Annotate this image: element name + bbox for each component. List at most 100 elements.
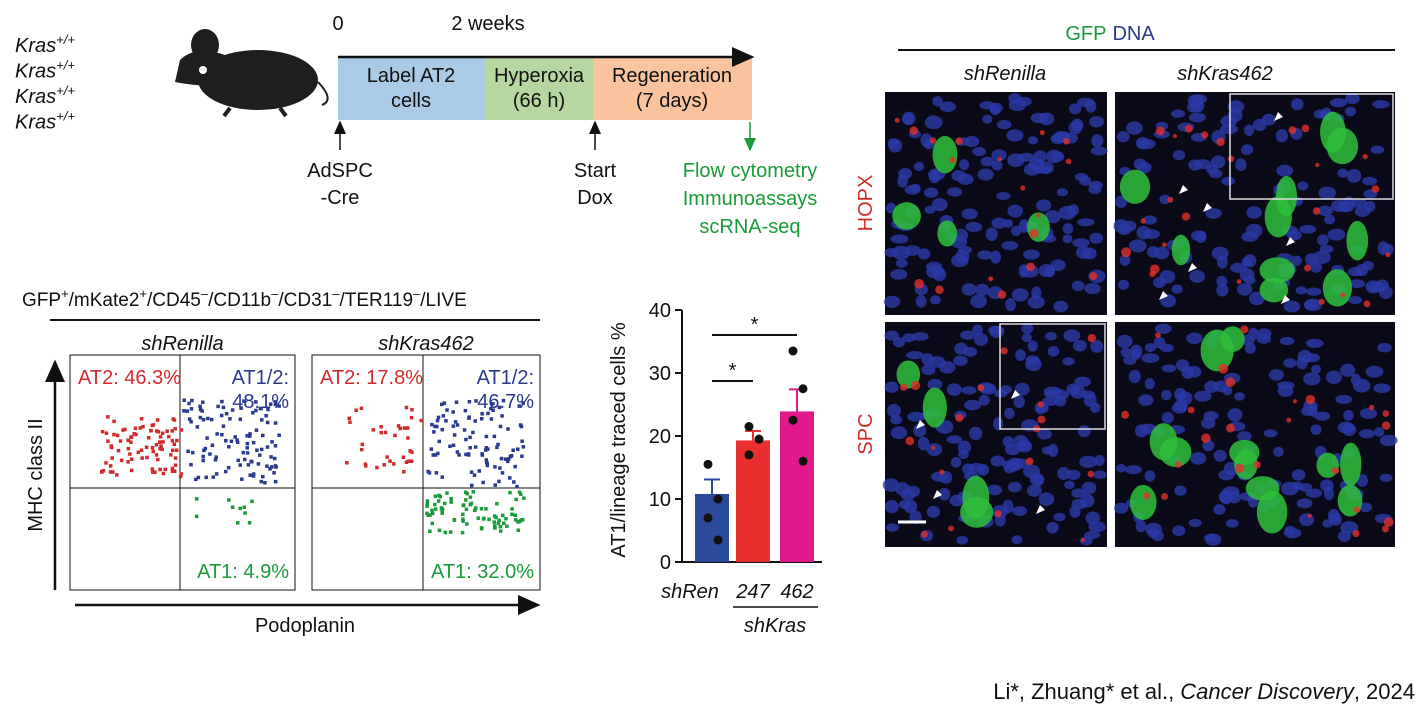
dot [430, 511, 435, 516]
plot-frame [69, 354, 296, 591]
dot [211, 475, 216, 479]
dot [273, 479, 278, 484]
dot [485, 463, 490, 468]
dot [249, 459, 253, 464]
nucleus [1093, 470, 1107, 479]
nucleus [1071, 280, 1085, 292]
dot [467, 399, 472, 404]
dot [227, 444, 231, 449]
nucleus [1299, 224, 1317, 234]
nucleus [1297, 181, 1309, 191]
arrowhead [1159, 291, 1168, 300]
dot [151, 423, 156, 427]
nucleus [1362, 260, 1374, 271]
dot [406, 459, 410, 463]
dot [473, 508, 477, 513]
nucleus [1041, 446, 1054, 455]
nucleus [890, 415, 903, 425]
dot [158, 435, 163, 439]
nucleus [1230, 262, 1248, 274]
nucleus [1146, 245, 1160, 258]
nucleus [986, 484, 1003, 496]
nucleus [1365, 280, 1382, 294]
text-part: /CD45 [147, 290, 201, 311]
nucleus [938, 487, 951, 501]
nucleus [1144, 377, 1156, 390]
nucleus [1067, 204, 1079, 216]
dot [470, 483, 474, 488]
dot [469, 501, 474, 506]
nucleus [1089, 232, 1104, 244]
marker-signal [894, 117, 900, 123]
marker-signal [1161, 493, 1169, 501]
marker-signal [1381, 421, 1391, 430]
citation-year: , 2024 [1354, 679, 1415, 704]
nucleus [1174, 485, 1187, 496]
marker-signal [1025, 457, 1034, 466]
panel-title: shKras462 [378, 333, 474, 355]
marker-signal [997, 156, 1002, 162]
nucleus [1091, 134, 1104, 148]
dot [493, 526, 497, 530]
nucleus [1241, 334, 1255, 346]
significance-star: * [751, 314, 759, 336]
nucleus [946, 187, 963, 197]
timeline-tick: 2 weeks [451, 13, 524, 35]
dot [437, 439, 441, 444]
dot [129, 440, 133, 444]
dot [468, 495, 473, 499]
dot [465, 491, 469, 496]
dot [480, 416, 484, 421]
dot [487, 517, 491, 522]
nucleus [892, 337, 905, 348]
dot [379, 430, 383, 435]
nucleus [1144, 522, 1162, 536]
nucleus [1273, 446, 1284, 457]
dot [165, 429, 169, 434]
dot [451, 410, 455, 414]
dot [451, 424, 456, 428]
nucleus [1114, 502, 1129, 514]
nucleus [1083, 393, 1097, 407]
nucleus [1303, 372, 1321, 386]
marker-signal [1187, 406, 1195, 414]
dot [155, 418, 160, 422]
dot [238, 417, 243, 421]
nucleus [959, 159, 970, 171]
quadrant-label: AT1/2: [232, 367, 289, 389]
nucleus [1359, 408, 1378, 420]
marker-signal [1167, 196, 1174, 203]
dot [273, 464, 278, 468]
dot [274, 400, 278, 404]
nucleus [887, 403, 901, 418]
dot [433, 453, 438, 457]
readout-label: Flow cytometry [683, 160, 817, 182]
text-part: /CD31 [278, 290, 332, 311]
nucleus [1358, 502, 1373, 513]
dot [150, 470, 155, 474]
dot [507, 457, 511, 461]
dot [482, 516, 486, 521]
dot [269, 465, 274, 469]
dot [454, 400, 459, 404]
dot [348, 420, 352, 425]
nucleus [1365, 365, 1384, 378]
nucleus [1225, 518, 1239, 528]
dot [437, 528, 442, 533]
nucleus [1228, 491, 1241, 504]
dot [467, 416, 471, 420]
dot [251, 472, 256, 476]
readout-label: Immunoassays [683, 188, 818, 210]
nucleus [1133, 158, 1147, 170]
nucleus [1128, 239, 1147, 253]
dot [259, 447, 264, 452]
dot [216, 404, 220, 409]
nucleus [917, 248, 931, 260]
nucleus [1268, 369, 1284, 381]
nucleus [931, 471, 948, 482]
dot [245, 434, 249, 438]
gfp-cell [937, 220, 958, 247]
nucleus [1053, 300, 1069, 313]
dot [118, 439, 123, 443]
dot [445, 491, 449, 495]
